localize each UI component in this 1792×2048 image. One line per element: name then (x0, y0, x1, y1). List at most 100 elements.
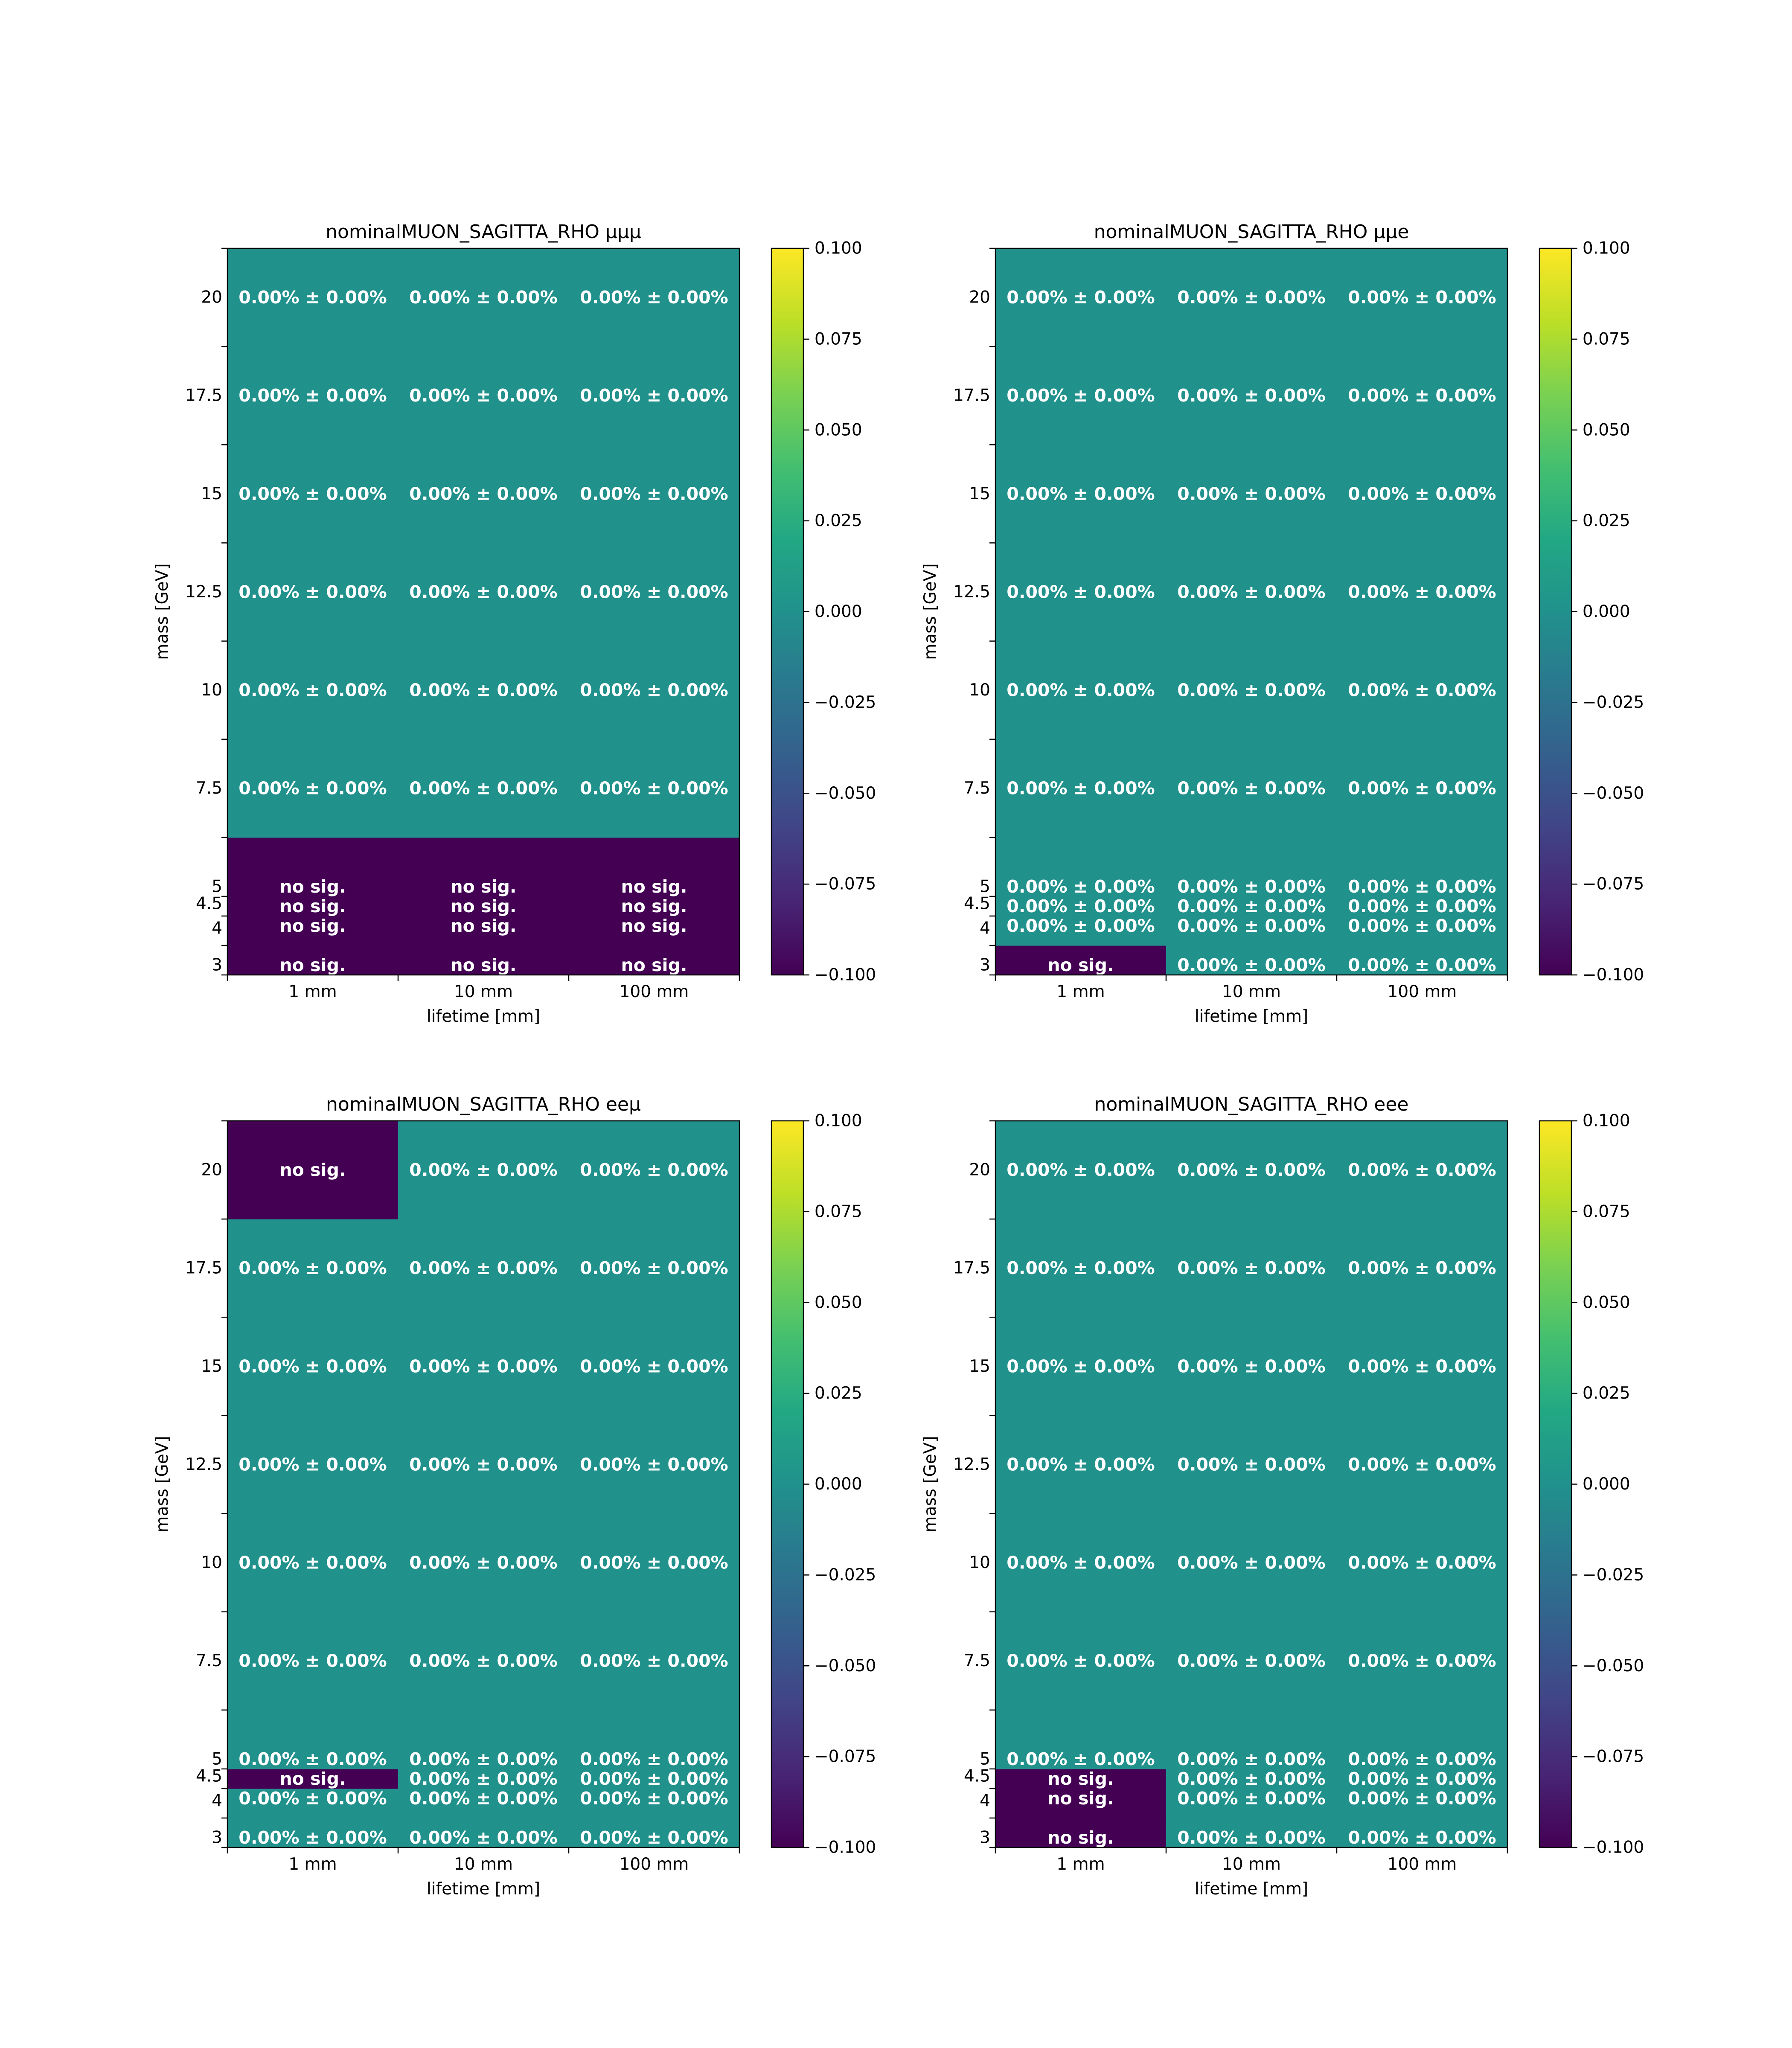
cell-label: 0.00% ± 0.00% (239, 287, 387, 308)
heatmap-cell (569, 1415, 740, 1514)
colorbar (771, 1120, 804, 1848)
y-tick-label: 20 (201, 1161, 222, 1180)
heatmap-cell (227, 543, 399, 642)
heatmap-cell (1166, 1769, 1337, 1789)
x-tick-label: 100 mm (620, 982, 689, 1001)
y-tick-label: 17.5 (185, 1259, 222, 1278)
colorbar-tick-label: 0.075 (815, 1202, 862, 1221)
heatmap-cell (227, 1219, 399, 1318)
colorbar-tick-label: 0.000 (1583, 602, 1630, 621)
cell-label: 0.00% ± 0.00% (1007, 916, 1155, 936)
colorbar-tick-label: −0.050 (815, 784, 876, 803)
cell-label: 0.00% ± 0.00% (1007, 1258, 1155, 1278)
x-tick-label: 100 mm (620, 1855, 689, 1874)
heatmap-cell (1337, 346, 1508, 445)
colorbar-tick-label: −0.050 (1583, 784, 1644, 803)
y-tick-label: 10 (969, 681, 990, 700)
cell-label: 0.00% ± 0.00% (239, 385, 387, 406)
cell-label: 0.00% ± 0.00% (409, 1160, 557, 1180)
cell-label: 0.00% ± 0.00% (1177, 483, 1325, 504)
heatmap-cell (398, 641, 569, 740)
heatmap-cell (995, 896, 1167, 916)
heatmap-cell (1166, 1818, 1337, 1848)
colorbar-tick-label: −0.100 (1583, 966, 1644, 985)
heatmap-cell (398, 1513, 569, 1612)
plot-frame (227, 247, 740, 976)
colorbar-tick-label: −0.025 (815, 1565, 876, 1585)
heatmap-cell (995, 1818, 1167, 1848)
cell-label: 0.00% ± 0.00% (1348, 1651, 1496, 1671)
cell-label: 0.00% ± 0.00% (580, 1827, 728, 1848)
chart-title: nominalMUON_SAGITTA_RHO eeμ (326, 1094, 641, 1115)
y-tick-label: 20 (969, 1161, 990, 1180)
heatmap-cell (398, 248, 569, 347)
heatmap-cell (398, 1769, 569, 1789)
cell-label: no sig. (450, 896, 516, 916)
heatmap-cell (1337, 445, 1508, 544)
heatmap-cell (995, 1219, 1167, 1318)
cell-label: 0.00% ± 0.00% (580, 1258, 728, 1278)
heatmap-cell (1337, 1710, 1508, 1769)
cell-label: 0.00% ± 0.00% (1348, 385, 1496, 406)
heatmap-cell (569, 1219, 740, 1318)
colorbar-tick-label: −0.100 (1583, 1838, 1644, 1857)
heatmap-cell (569, 1818, 740, 1848)
cell-label: 0.00% ± 0.00% (1177, 1356, 1325, 1376)
cell-label: 0.00% ± 0.00% (1348, 1356, 1496, 1376)
heatmap-cell (995, 248, 1167, 347)
cell-label: 0.00% ± 0.00% (1177, 916, 1325, 936)
heatmap-cell (398, 1317, 569, 1416)
cell-label: 0.00% ± 0.00% (1177, 1788, 1325, 1809)
cell-label: 0.00% ± 0.00% (1348, 1749, 1496, 1769)
heatmap-cell (995, 916, 1167, 946)
cell-label: 0.00% ± 0.00% (409, 680, 557, 701)
heatmap-cell (569, 248, 740, 347)
plot-frame (995, 247, 1508, 976)
y-tick-label: 5 (212, 877, 222, 896)
cell-label: 0.00% ± 0.00% (1177, 1827, 1325, 1848)
heatmap-panel: 0.00% ± 0.00% 0.00% ± 0.00% 0.00% ± 0.00% 0… (153, 1094, 876, 1899)
cell-label: no sig. (1047, 1788, 1114, 1809)
colorbar (1539, 1120, 1572, 1848)
cell-label: 0.00% ± 0.00% (1177, 896, 1325, 916)
heatmap-cell (227, 837, 399, 897)
cell-label: 0.00% ± 0.00% (1348, 582, 1496, 602)
heatmap-cell (1166, 916, 1337, 946)
colorbar (1539, 247, 1572, 976)
heatmap-cell (1337, 896, 1508, 916)
x-tick-label: 10 mm (454, 1855, 513, 1874)
cell-label: 0.00% ± 0.00% (239, 1827, 387, 1848)
y-tick-label: 4.5 (964, 1766, 990, 1786)
y-tick-label: 17.5 (185, 386, 222, 405)
x-tick-label: 1 mm (288, 1855, 337, 1874)
cell-label: 0.00% ± 0.00% (409, 483, 557, 504)
cell-label: 0.00% ± 0.00% (1007, 1553, 1155, 1573)
cell-label: 0.00% ± 0.00% (1007, 1749, 1155, 1769)
y-tick-label: 4 (980, 1791, 990, 1810)
heatmap-cell (398, 543, 569, 642)
y-tick-label: 4 (980, 919, 990, 938)
y-axis-label: mass [GeV] (153, 563, 172, 660)
heatmap-cell (1166, 641, 1337, 740)
heatmap-cell (1337, 916, 1508, 946)
colorbar-tick-label: 0.100 (1583, 1111, 1630, 1131)
heatmap-cell (569, 445, 740, 544)
y-tick-label: 4 (212, 919, 222, 938)
heatmap-cell (569, 346, 740, 445)
cell-label: 0.00% ± 0.00% (580, 1769, 728, 1789)
cell-label: 0.00% ± 0.00% (409, 1553, 557, 1573)
colorbar-tick-label: −0.100 (815, 966, 876, 985)
cell-label: 0.00% ± 0.00% (1348, 1827, 1496, 1848)
y-tick-label: 20 (201, 288, 222, 307)
cell-label: no sig. (621, 916, 687, 936)
cell-label: 0.00% ± 0.00% (239, 1258, 387, 1278)
cell-label: 0.00% ± 0.00% (1348, 896, 1496, 916)
heatmap-cell (398, 945, 569, 975)
cell-label: no sig. (1047, 1769, 1114, 1789)
heatmap-cell (995, 346, 1167, 445)
cell-label: 0.00% ± 0.00% (1348, 1160, 1496, 1180)
chart-title: nominalMUON_SAGITTA_RHO μμμ (326, 221, 641, 243)
cell-label: 0.00% ± 0.00% (1007, 1160, 1155, 1180)
y-tick-label: 20 (969, 288, 990, 307)
y-tick-label: 7.5 (196, 779, 222, 798)
